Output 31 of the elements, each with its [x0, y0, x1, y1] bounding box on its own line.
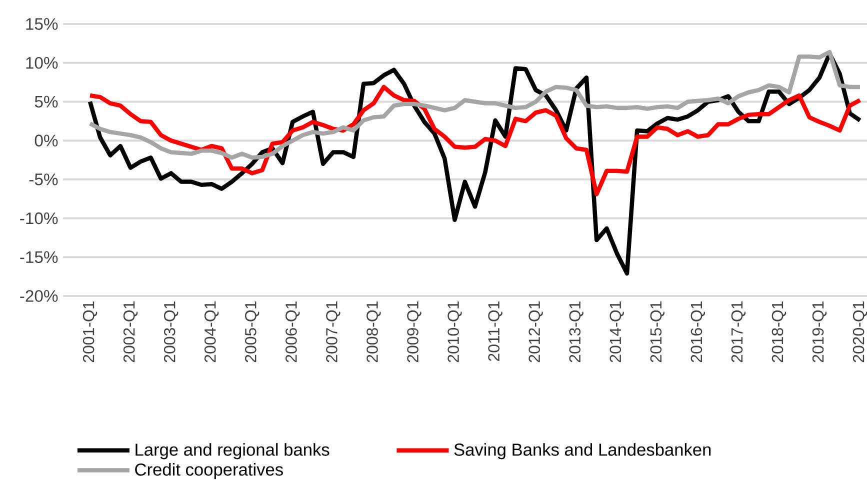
x-tick-label: 2007-Q1: [326, 302, 340, 362]
y-tick-label: 0%: [34, 134, 58, 146]
x-tick-label: 2020-Q1: [852, 302, 867, 362]
legend-label: Saving Banks and Landesbanken: [454, 443, 711, 460]
x-tick-label: 2017-Q1: [731, 302, 746, 362]
x-tick-label: 2005-Q1: [245, 302, 260, 362]
legend-label: Credit cooperatives: [135, 462, 283, 480]
x-tick-label: 2011-Q1: [488, 302, 502, 361]
y-tick-label: -20%: [20, 290, 58, 302]
y-tick-label: 15%: [26, 18, 58, 30]
y-tick-label: 10%: [26, 56, 58, 69]
x-tick-label: 2013-Q1: [569, 302, 584, 362]
x-tick-label: 2004-Q1: [204, 302, 219, 362]
x-tick-label: 2010-Q1: [448, 302, 462, 362]
y-tick-label: -5%: [29, 174, 58, 186]
x-tick-label: 2008-Q1: [366, 302, 381, 362]
x-tick-label: 2014-Q1: [610, 302, 624, 362]
x-tick-label: 2009-Q1: [407, 302, 422, 362]
x-tick-label: 2006-Q1: [286, 302, 300, 362]
x-tick-label: 2015-Q1: [650, 302, 664, 362]
x-tick-label: 2002-Q1: [123, 302, 138, 362]
x-tick-label: 2016-Q1: [690, 302, 705, 362]
y-tick-label: -15%: [20, 251, 58, 264]
legend-label: Large and regional banks: [136, 443, 330, 460]
x-tick-label: 2018-Q1: [772, 302, 786, 362]
x-tick-label: 2019-Q1: [812, 302, 827, 362]
x-tick-label: 2001-Q1: [82, 302, 98, 362]
x-tick-label: 2003-Q1: [164, 302, 178, 362]
y-tick-label: 5%: [34, 96, 58, 108]
x-tick-label: 2012-Q1: [528, 302, 543, 362]
y-tick-label: -10%: [20, 212, 58, 224]
